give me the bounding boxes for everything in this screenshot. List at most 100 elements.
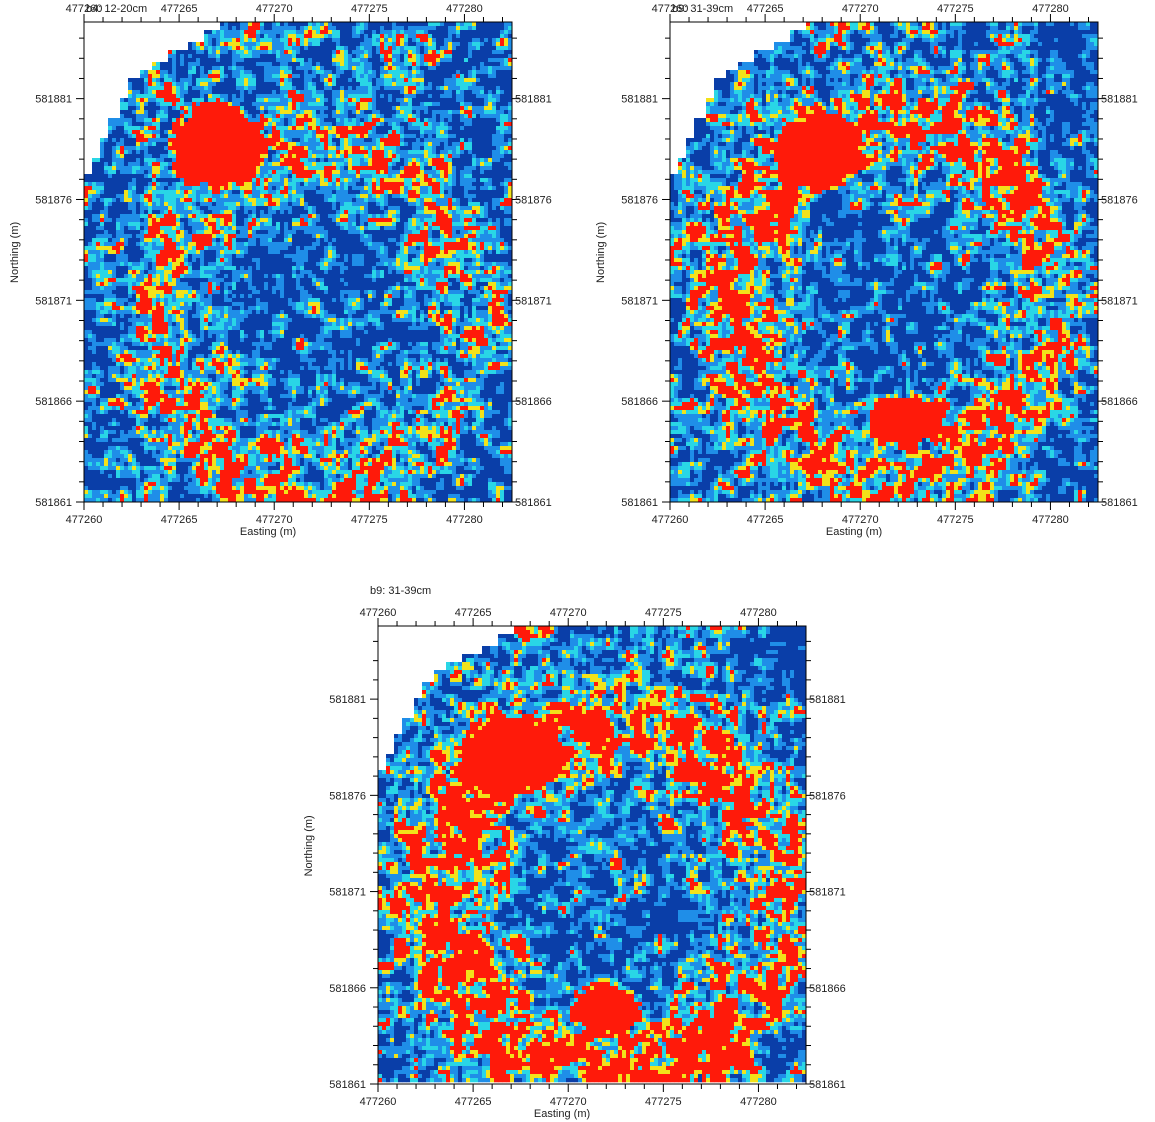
- raster-cell: [200, 90, 205, 95]
- raster-cell: [232, 126, 237, 131]
- raster-cell: [108, 154, 113, 159]
- raster-cell: [228, 106, 233, 111]
- raster-cell: [228, 146, 233, 151]
- raster-cell: [368, 86, 373, 91]
- raster-cell: [268, 58, 273, 63]
- raster-cell: [192, 138, 197, 143]
- raster-cell: [508, 22, 513, 27]
- raster-cell: [124, 190, 129, 195]
- raster-cell: [356, 222, 361, 227]
- raster-cell: [100, 226, 105, 231]
- raster-cell: [124, 134, 129, 139]
- raster-cell: [472, 138, 477, 143]
- raster-cell: [100, 214, 105, 219]
- raster-cell: [136, 214, 141, 219]
- raster-cell: [420, 194, 425, 199]
- raster-cell: [248, 150, 253, 155]
- raster-cell: [340, 150, 345, 155]
- raster-cell: [204, 82, 209, 87]
- raster-cell: [220, 190, 225, 195]
- raster-cell: [92, 170, 97, 175]
- raster-cell: [300, 206, 305, 211]
- raster-cell: [264, 154, 269, 159]
- raster-cell: [308, 150, 313, 155]
- raster-cell: [240, 66, 245, 71]
- raster-cell: [480, 158, 485, 163]
- raster-cell: [428, 130, 433, 135]
- raster-cell: [272, 154, 277, 159]
- raster-cell: [344, 182, 349, 187]
- raster-cell: [368, 26, 373, 31]
- raster-cell: [504, 182, 509, 187]
- raster-cell: [476, 190, 481, 195]
- raster-cell: [196, 162, 201, 167]
- raster-cell: [384, 222, 389, 227]
- raster-cell: [184, 54, 189, 59]
- raster-cell: [268, 198, 273, 203]
- raster-cell: [336, 202, 341, 207]
- raster-cell: [344, 94, 349, 99]
- raster-cell: [500, 106, 505, 111]
- raster-cell: [140, 142, 145, 147]
- raster-cell: [240, 78, 245, 83]
- raster-cell: [428, 146, 433, 151]
- raster-cell: [400, 54, 405, 59]
- raster-cell: [324, 166, 329, 171]
- raster-cell: [160, 130, 165, 135]
- raster-cell: [364, 22, 369, 27]
- raster-cell: [136, 206, 141, 211]
- raster-cell: [424, 46, 429, 51]
- raster-cell: [292, 214, 297, 219]
- raster-cell: [440, 182, 445, 187]
- raster-cell: [192, 194, 197, 199]
- raster-cell: [204, 134, 209, 139]
- raster-cell: [100, 150, 105, 155]
- raster-cell: [444, 222, 449, 227]
- raster-cell: [388, 86, 393, 91]
- raster-cell: [260, 54, 265, 59]
- raster-cell: [248, 34, 253, 39]
- raster-cell: [260, 86, 265, 91]
- raster-cell: [208, 166, 213, 171]
- raster-cell: [188, 86, 193, 91]
- raster-cell: [384, 74, 389, 79]
- raster-cell: [292, 58, 297, 63]
- raster-cell: [260, 206, 265, 211]
- raster-cell: [356, 122, 361, 127]
- raster-cell: [228, 46, 233, 51]
- raster-cell: [188, 98, 193, 103]
- raster-cell: [472, 26, 477, 31]
- raster-cell: [172, 170, 177, 175]
- raster-cell: [392, 34, 397, 39]
- raster-cell: [160, 82, 165, 87]
- raster-cell: [268, 162, 273, 167]
- raster-cell: [276, 162, 281, 167]
- raster-cell: [356, 218, 361, 223]
- raster-cell: [500, 86, 505, 91]
- raster-cell: [136, 114, 141, 119]
- raster-cell: [364, 74, 369, 79]
- raster-cell: [212, 130, 217, 135]
- raster-cell: [412, 82, 417, 87]
- raster-cell: [336, 146, 341, 151]
- raster-cell: [248, 42, 253, 47]
- raster-cell: [252, 202, 257, 207]
- raster-cell: [252, 70, 257, 75]
- raster-cell: [124, 210, 129, 215]
- raster-cell: [208, 58, 213, 63]
- raster-cell: [416, 182, 421, 187]
- raster-cell: [232, 190, 237, 195]
- raster-cell: [376, 122, 381, 127]
- raster-cell: [444, 90, 449, 95]
- raster-cell: [204, 210, 209, 215]
- raster-cell: [92, 186, 97, 191]
- raster-cell: [128, 118, 133, 123]
- raster-cell: [372, 138, 377, 143]
- raster-cell: [208, 90, 213, 95]
- raster-cell: [160, 182, 165, 187]
- raster-cell: [468, 114, 473, 119]
- raster-cell: [232, 210, 237, 215]
- raster-cell: [184, 134, 189, 139]
- raster-cell: [316, 50, 321, 55]
- raster-cell: [192, 166, 197, 171]
